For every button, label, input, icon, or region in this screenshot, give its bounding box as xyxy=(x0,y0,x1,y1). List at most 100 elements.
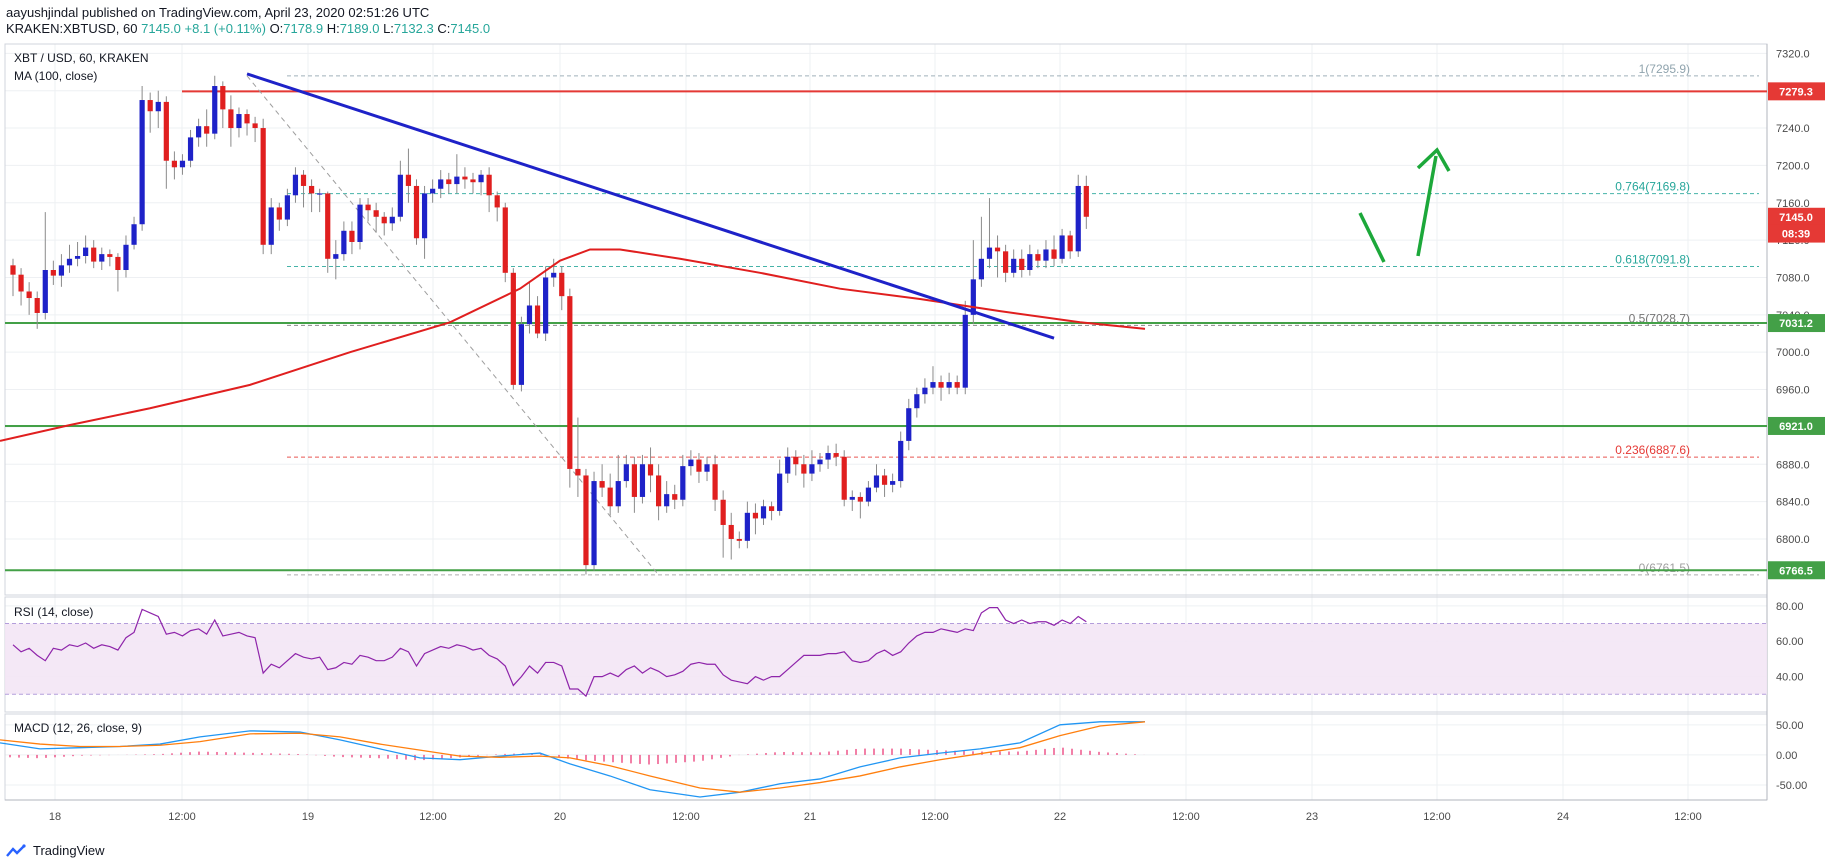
candle-body xyxy=(914,394,920,409)
x-tick-label: 12:00 xyxy=(168,811,196,823)
descending-trendline xyxy=(246,72,1055,340)
candle-body xyxy=(599,481,605,488)
price-change: +8.1 (+0.11%) xyxy=(184,21,266,36)
rsi-line xyxy=(12,607,1087,698)
candle-body xyxy=(228,109,234,129)
candle-body xyxy=(478,174,484,183)
candle-body xyxy=(704,464,710,472)
publisher-line: aayushjindal published on TradingView.co… xyxy=(6,5,429,21)
candle-body xyxy=(405,174,412,186)
x-tick-label: 12:00 xyxy=(1423,811,1451,823)
y-tick-label: 6840.0 xyxy=(1776,497,1810,509)
candle-body xyxy=(42,270,48,313)
candle-body xyxy=(139,100,145,225)
candle-body xyxy=(341,230,347,255)
candle-body xyxy=(890,481,896,485)
candle-body xyxy=(66,258,73,266)
open-label: O: xyxy=(269,21,284,36)
candle-body xyxy=(365,204,371,211)
candle-body xyxy=(212,86,218,134)
tradingview-logo-icon xyxy=(6,843,26,857)
candle-body xyxy=(349,230,355,242)
candle-body xyxy=(196,126,202,138)
candle-body xyxy=(881,475,888,485)
candle-body xyxy=(962,314,968,388)
y-tick-label: 7000.0 xyxy=(1776,347,1810,359)
candle-body xyxy=(873,475,880,488)
candle-body xyxy=(615,481,621,507)
candle-body xyxy=(631,464,637,497)
main-chart-title: XBT / USD, 60, KRAKEN xyxy=(14,51,149,65)
candle-body xyxy=(760,506,767,519)
pane-titles: XBT / USD, 60, KRAKEN MA (100, close) RSI … xyxy=(14,51,149,735)
candle-body xyxy=(510,272,516,385)
candle-body xyxy=(204,126,210,134)
candle-body xyxy=(308,185,315,194)
candle-body xyxy=(1035,254,1041,261)
candle-body xyxy=(672,494,678,500)
x-tick-label: 19 xyxy=(302,811,314,823)
candle-body xyxy=(801,464,807,474)
author-name[interactable]: aayushjindal xyxy=(6,5,79,20)
candle-body xyxy=(526,305,533,325)
close-value: 7145.0 xyxy=(450,21,491,36)
candle-body xyxy=(1003,251,1009,273)
candle-body xyxy=(462,176,468,180)
candle-body xyxy=(639,464,646,497)
candle-body xyxy=(171,160,177,168)
price-badge xyxy=(1768,207,1825,226)
time-axis: 18 12:00 19 12:00 20 12:00 21 12:00 22 12:00 23 12:… xyxy=(49,811,1702,823)
candle-body xyxy=(680,466,686,500)
candle-body xyxy=(841,456,847,500)
candle-body xyxy=(236,114,242,129)
last-price: 7145.0 xyxy=(141,21,181,36)
candle-body xyxy=(74,255,81,259)
candle-body xyxy=(83,247,89,256)
candle-body xyxy=(551,272,557,278)
price-badge xyxy=(1768,224,1825,243)
footer-brand-label: TradingView xyxy=(33,843,105,858)
footer-brand[interactable]: TradingView xyxy=(6,843,105,858)
candle-body xyxy=(397,174,403,217)
candle-body xyxy=(970,279,976,315)
candle-body xyxy=(930,382,936,388)
fib-level-label: 1(7295.9) xyxy=(1639,62,1690,76)
candle-body xyxy=(276,207,282,220)
rsi-title: RSI (14, close) xyxy=(14,605,93,619)
macd-signal-line xyxy=(0,721,1146,793)
candle-body xyxy=(1083,185,1089,217)
candle-body xyxy=(768,506,775,511)
x-tick-label: 20 xyxy=(554,811,566,823)
symbol-line: KRAKEN:XBTUSD, 60 7145.0 +8.1 (+0.11%) O… xyxy=(6,21,490,37)
candle-body xyxy=(1075,185,1081,252)
candle-body xyxy=(833,453,839,457)
candle-body xyxy=(559,272,565,297)
candle-body xyxy=(446,179,452,185)
forecast-arrow-head xyxy=(1416,147,1451,172)
candle-body xyxy=(179,160,186,168)
candle-body xyxy=(744,512,750,541)
candle-body xyxy=(381,216,387,224)
candle-body xyxy=(91,247,97,262)
y-tick-label: 7200.0 xyxy=(1776,160,1810,172)
candle-body xyxy=(575,468,581,476)
candle-body xyxy=(325,193,331,259)
rsi-series-line xyxy=(12,607,1087,698)
price-badge-label: 08:39 xyxy=(1782,229,1810,241)
level-badge-label: 7279.3 xyxy=(1779,86,1813,98)
candle-body xyxy=(115,256,121,271)
candle-body xyxy=(147,100,153,112)
candle-body xyxy=(712,464,718,500)
x-tick-label: 24 xyxy=(1557,811,1569,823)
candle-body xyxy=(543,277,549,334)
candle-body xyxy=(777,473,783,511)
chart-canvas[interactable]: 1(7295.9) 0.764(7169.8) 0.618(7091.8) 0.5(7… xyxy=(0,0,1828,840)
candle-body xyxy=(518,324,525,385)
forecast-arrows xyxy=(1358,147,1451,263)
x-tick-label: 12:00 xyxy=(419,811,447,823)
y-tick-label: 7320.0 xyxy=(1776,48,1810,60)
rsi-tick-label: 40.00 xyxy=(1776,672,1804,684)
candle-body xyxy=(922,387,928,395)
x-tick-label: 23 xyxy=(1306,811,1318,823)
y-tick-label: 6800.0 xyxy=(1776,534,1810,546)
